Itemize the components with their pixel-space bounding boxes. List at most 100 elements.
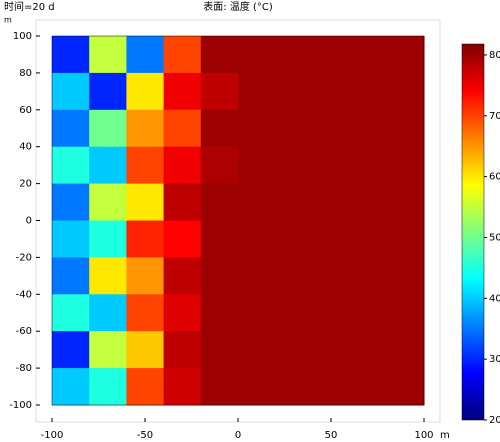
heat-cell	[126, 36, 165, 74]
heat-cell	[238, 220, 276, 258]
y-tick-label: 0	[26, 216, 32, 227]
heat-cell	[89, 368, 127, 406]
y-tick-label: 80	[19, 68, 32, 79]
heat-cell	[386, 220, 425, 258]
heat-cell	[312, 368, 351, 406]
heat-cell	[200, 220, 239, 258]
colorbar-tick-label: 20	[489, 415, 500, 426]
heat-cell	[52, 257, 90, 295]
colorbar-tick-label: 60	[489, 172, 500, 183]
heat-cell	[126, 294, 165, 332]
heat-cell	[238, 109, 276, 148]
heat-cell	[275, 294, 313, 332]
y-tick-label: -40	[16, 289, 32, 300]
heat-cell	[349, 220, 388, 258]
chart-title: 表面: 温度 (°C)	[203, 0, 273, 13]
heat-cell	[163, 36, 202, 74]
heat-cell	[52, 109, 90, 148]
heat-cell	[386, 36, 425, 74]
heat-cell	[200, 368, 239, 406]
heat-cell	[386, 146, 425, 185]
heat-cell	[126, 220, 165, 258]
heat-cell	[126, 257, 165, 295]
heat-cell	[126, 331, 165, 369]
x-tick-label: 50	[325, 430, 338, 441]
heat-cell	[163, 368, 202, 406]
heat-cell	[386, 294, 425, 332]
heat-cell	[52, 220, 90, 258]
heat-cell	[275, 183, 313, 221]
heat-cell	[312, 36, 351, 74]
heat-cell	[89, 220, 127, 258]
heat-cell	[275, 36, 313, 74]
annotation: 时间=20 d	[4, 0, 55, 13]
heat-cell	[200, 331, 239, 369]
heat-cell	[52, 331, 90, 369]
heat-cell	[89, 183, 127, 221]
heat-cell	[163, 257, 202, 295]
heat-cell	[349, 257, 388, 295]
heat-cell	[312, 72, 351, 111]
heat-cell	[349, 146, 388, 185]
heat-cell	[126, 72, 165, 111]
heat-cell	[163, 72, 202, 111]
x-tick-label: -50	[137, 430, 153, 441]
heat-cell	[89, 146, 127, 185]
heat-cell	[89, 331, 127, 369]
heat-cell	[312, 146, 351, 185]
heat-cell	[349, 294, 388, 332]
heat-cell	[349, 36, 388, 74]
heat-cell	[275, 146, 313, 185]
heat-cell	[163, 183, 202, 221]
heat-cell	[200, 294, 239, 332]
heat-cell	[163, 109, 202, 148]
heat-cell	[200, 257, 239, 295]
y-tick-label: 60	[19, 105, 32, 116]
y-unit: m	[4, 16, 12, 25]
heat-cell	[89, 36, 127, 74]
heat-cell	[386, 257, 425, 295]
heat-cell	[386, 183, 425, 221]
y-tick-label: 20	[19, 179, 32, 190]
heat-cell	[126, 146, 165, 185]
heat-cell	[238, 72, 276, 111]
heat-cell	[52, 36, 90, 74]
heat-cell	[52, 146, 90, 185]
heat-cell	[386, 368, 425, 406]
colorbar-tick-label: 70	[489, 111, 500, 122]
heat-cell	[349, 368, 388, 406]
heat-cell	[126, 368, 165, 406]
colorbar-tick-label: 30	[489, 354, 500, 365]
heat-cell	[386, 72, 425, 111]
x-unit: m	[440, 430, 450, 441]
y-tick-label: 100	[13, 31, 32, 42]
heat-cell	[89, 257, 127, 295]
heat-cell	[312, 294, 351, 332]
x-tick-label: 100	[414, 430, 433, 441]
heat-cell	[89, 109, 127, 148]
colorbar-tick-label: 50	[489, 232, 500, 243]
heat-cell	[126, 183, 165, 221]
heat-cell	[163, 294, 202, 332]
y-tick-label: 40	[19, 142, 32, 153]
heat-cell	[275, 368, 313, 406]
heat-cell	[386, 331, 425, 369]
colorbar	[461, 43, 485, 421]
heat-cell	[238, 146, 276, 185]
heat-cell	[200, 36, 239, 74]
heat-cell	[312, 257, 351, 295]
heat-cell	[312, 220, 351, 258]
heat-cell	[200, 72, 239, 111]
x-tick-label: 0	[235, 430, 241, 441]
heat-cell	[126, 109, 165, 148]
y-tick-label: -20	[16, 252, 32, 263]
heat-cell	[238, 294, 276, 332]
heat-cell	[200, 183, 239, 221]
heat-cell	[52, 294, 90, 332]
heat-cell	[89, 72, 127, 111]
colorbar-tick-label: 80	[489, 50, 500, 61]
heat-cell	[275, 331, 313, 369]
heat-cell	[52, 72, 90, 111]
heat-cell	[52, 183, 90, 221]
